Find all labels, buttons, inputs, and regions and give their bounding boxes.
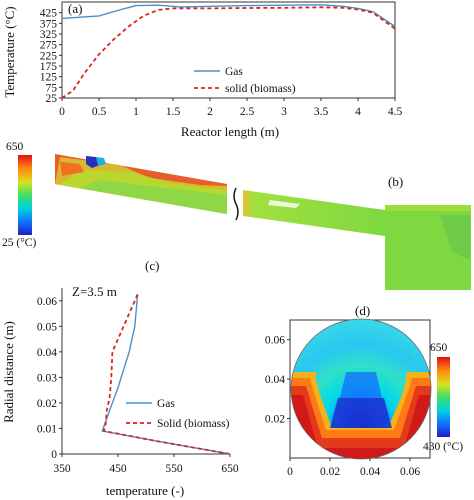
panel-c-annotation: Z=3.5 m [72, 284, 117, 299]
series-line-solid-biomass [61, 6, 396, 99]
x-tick-label: 0 [287, 466, 293, 478]
x-tick-label: 3 [281, 106, 287, 118]
x-tick-label: 0.5 [92, 106, 107, 118]
panel-b-label: (b) [388, 174, 403, 189]
reactor-segment-left [55, 154, 227, 214]
reactor-segment-right [243, 190, 471, 290]
y-tick-label: 75 [46, 82, 58, 94]
panel-c: (c) 0 0.01 0.02 0.03 0.04 0.05 0.06 350 450 550 6… [1, 258, 239, 498]
panel-c-x-ticks: 350 450 550 650 [53, 454, 239, 475]
panel-a-label: (a) [68, 1, 82, 16]
x-tick-label: 4.5 [388, 106, 403, 118]
panel-a-x-ticks: 0 0.5 1 1.5 2 2.5 3 3.5 4 4.5 [59, 98, 402, 118]
panel-c-y-ticks: 0 0.01 0.02 0.03 0.04 0.05 0.06 [37, 296, 62, 461]
panel-d-colorbar [437, 357, 450, 437]
y-tick-label: 25 [46, 93, 58, 105]
y-tick-label: 175 [40, 61, 58, 73]
x-tick-label: 0.06 [400, 466, 420, 478]
panel-d-label: (d) [355, 303, 370, 318]
panel-d-reactor-outline [290, 318, 432, 460]
panel-c-label: (c) [145, 258, 159, 273]
panel-c-y-axis-label: Radial distance (m) [1, 321, 16, 423]
series-line-gas [101, 294, 231, 455]
panel-b: 650 25 (°C) (b) [2, 141, 471, 290]
x-tick-label: 0 [59, 106, 65, 118]
y-tick-label: 0.06 [37, 296, 57, 308]
y-tick-label: 0 [51, 449, 57, 461]
x-tick-label: 2 [207, 106, 213, 118]
y-tick-label: 325 [40, 29, 58, 41]
x-tick-label: 450 [109, 463, 127, 475]
panel-c-lines [101, 294, 231, 455]
x-tick-label: 1.5 [166, 106, 181, 118]
y-tick-label: 0.04 [265, 374, 285, 386]
panel-d-y-ticks: 0.02 0.04 0.06 [265, 335, 290, 426]
panel-d-x-ticks: 0 0.02 0.04 0.06 [287, 458, 420, 478]
y-tick-label: 275 [40, 40, 58, 52]
x-tick-label: 4 [355, 106, 361, 118]
y-tick-label: 425 [40, 8, 58, 20]
legend-label-gas-c: Gas [157, 398, 175, 410]
panel-b-colorbar-min: 25 (°C) [2, 237, 36, 249]
panel-a-legend: Gas solid (biomass) [194, 66, 296, 95]
legend-label-solid: solid (biomass) [225, 83, 296, 95]
y-tick-label: 0.06 [265, 335, 285, 347]
legend-label-gas: Gas [225, 66, 243, 78]
y-tick-label: 0.02 [37, 398, 57, 410]
y-tick-label: 0.04 [37, 347, 57, 359]
panel-b-colorbar-max: 650 [6, 141, 24, 153]
x-tick-label: 650 [221, 463, 239, 475]
panel-d-contour-map [291, 319, 431, 459]
y-tick-label: 375 [40, 18, 58, 30]
series-line-solid-biomass [102, 294, 231, 455]
x-tick-label: 550 [165, 463, 183, 475]
panel-a-frame [61, 1, 396, 99]
axis-break-mark [233, 187, 239, 221]
panel-a-y-axis-label: Temperature (°C) [2, 6, 17, 97]
legend-label-solid-c: Solid (biomass) [157, 418, 230, 430]
panel-a-x-axis-label: Reactor length (m) [181, 124, 279, 139]
panel-c-legend: Gas Solid (biomass) [126, 398, 230, 430]
series-line-gas [61, 4, 396, 28]
y-tick-label: 0.01 [37, 423, 57, 435]
x-tick-label: 1 [133, 106, 139, 118]
x-tick-label: 0.04 [360, 466, 380, 478]
y-tick-label: 0.03 [37, 372, 57, 384]
panel-d: (d) 0.02 0.04 0.06 0 0.02 0.04 0.06 650 430 (… [265, 303, 463, 478]
y-tick-label: 225 [40, 50, 58, 62]
panel-b-colorbar [18, 155, 32, 235]
panel-a-lines [61, 4, 396, 99]
y-tick-label: 0.02 [265, 414, 285, 426]
panel-d-colorbar-max: 650 [430, 342, 448, 354]
x-tick-label: 3.5 [314, 106, 329, 118]
x-tick-label: 2.5 [240, 106, 255, 118]
x-tick-label: 0.02 [320, 466, 340, 478]
x-tick-label: 350 [53, 463, 71, 475]
panel-d-colorbar-min: 430 (°C) [423, 441, 463, 453]
panel-c-x-axis-label: temperature (-) [106, 483, 184, 498]
y-tick-label: 0.05 [37, 321, 57, 333]
y-tick-label: 125 [40, 72, 58, 84]
